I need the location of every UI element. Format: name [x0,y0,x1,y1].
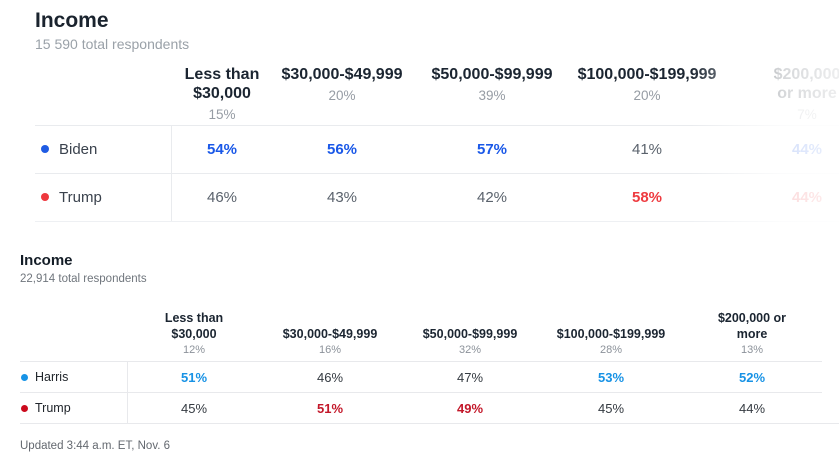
header-spacer [20,311,128,361]
column-header: $30,000-$49,999 16% [260,311,400,361]
updated-timestamp: Updated 3:44 a.m. ET, Nov. 6 [20,440,171,452]
column-label: $30,000-$49,999 [281,65,403,83]
value-cell: 45% [180,400,208,416]
value-cell: 44% [791,188,823,206]
value-cell: 49% [456,400,484,416]
column-label: Less than $30,000 [164,310,224,341]
table-row: Biden 54% 56% 57% 41% 44% [35,124,839,173]
candidate-cell: Trump [20,393,128,424]
table-title: Income [35,9,109,32]
value-cell: 57% [476,140,508,158]
candidate-cell: Trump [35,173,172,221]
value-cell: 56% [326,140,358,158]
column-label: $200,000 or more [773,65,839,103]
column-header: Less than $30,000 15% [172,65,272,125]
value-cell: 46% [316,369,344,385]
candidate-name: Harris [35,370,69,385]
column-label: $50,000-$99,999 [422,326,518,341]
column-header-row: Less than $30,000 15% $30,000-$49,999 20% $5… [35,65,839,125]
value-cell: 43% [326,188,358,206]
candidate-cell: Biden [35,125,172,173]
column-share: 39% [478,88,506,104]
column-header: $50,000-$99,999 39% [412,65,572,125]
value-cell: 51% [180,369,208,385]
column-header-row: Less than $30,000 12% $30,000-$49,999 16% $5… [20,311,822,361]
value-cell: 44% [738,400,766,416]
biden-dot-icon [41,145,49,154]
column-header: $200,000 or more 13% [682,311,822,361]
candidate-name: Trump [35,401,71,416]
column-share: 32% [458,344,482,357]
column-share: 7% [797,107,817,123]
column-share: 13% [740,344,764,357]
table-row: Trump 46% 43% 42% 58% 44% [35,172,839,221]
column-share: 20% [328,88,356,104]
harris-dot-icon [21,373,28,381]
exit-poll-table-2020: Income 15 590 total respondents Less tha… [0,0,839,222]
column-label: $30,000-$49,999 [282,326,378,341]
value-cell: 45% [597,400,625,416]
value-cell: 58% [631,188,663,206]
column-label: $50,000-$99,999 [431,65,553,83]
column-header: $200,000 or more 7% [722,65,839,125]
value-cell: 53% [597,369,625,385]
trump-dot-icon [21,404,28,412]
column-share: 15% [208,107,236,123]
candidate-name: Trump [59,188,102,206]
candidate-name: Biden [59,140,98,158]
column-header: $100,000-$199,999 28% [540,311,682,361]
column-label: Less than $30,000 [184,65,260,103]
table-title: Income [20,251,73,269]
column-header: Less than $30,000 12% [128,311,260,361]
value-cell: 52% [738,369,766,385]
respondents-count: 22,914 total respondents [20,273,147,286]
column-share: 12% [182,344,206,357]
value-cell: 51% [316,400,344,416]
value-cell: 46% [206,188,238,206]
value-cell: 54% [206,140,238,158]
column-header: $100,000-$199,999 20% [572,65,722,125]
header-spacer [35,65,172,125]
column-label: $200,000 or more [717,310,787,341]
value-cell: 47% [456,369,484,385]
table-rows: Harris 51% 46% 47% 53% 52% Trump 45% 51% 49% 45% 44… [20,361,839,425]
value-cell: 41% [631,140,663,158]
table-row: Harris 51% 46% 47% 53% 52% [20,361,822,393]
table-rows: Biden 54% 56% 57% 41% 44% Trump 46% 43% 42% 58% 44% [35,124,839,222]
candidate-cell: Harris [20,362,128,393]
column-label: $100,000-$199,999 [556,326,666,341]
column-share: 16% [318,344,342,357]
table-row: Trump 45% 51% 49% 45% 44% [20,392,822,424]
column-label: $100,000-$199,999 [577,65,717,83]
trump-dot-icon [41,193,49,202]
value-cell: 44% [791,140,823,158]
column-share: 28% [599,344,623,357]
column-share: 20% [633,88,661,104]
exit-poll-table-2024: Income 22,914 total respondents Less tha… [20,251,839,425]
column-header: $30,000-$49,999 20% [272,65,412,125]
respondents-count: 15 590 total respondents [35,36,190,53]
column-header: $50,000-$99,999 32% [400,311,540,361]
value-cell: 42% [476,188,508,206]
